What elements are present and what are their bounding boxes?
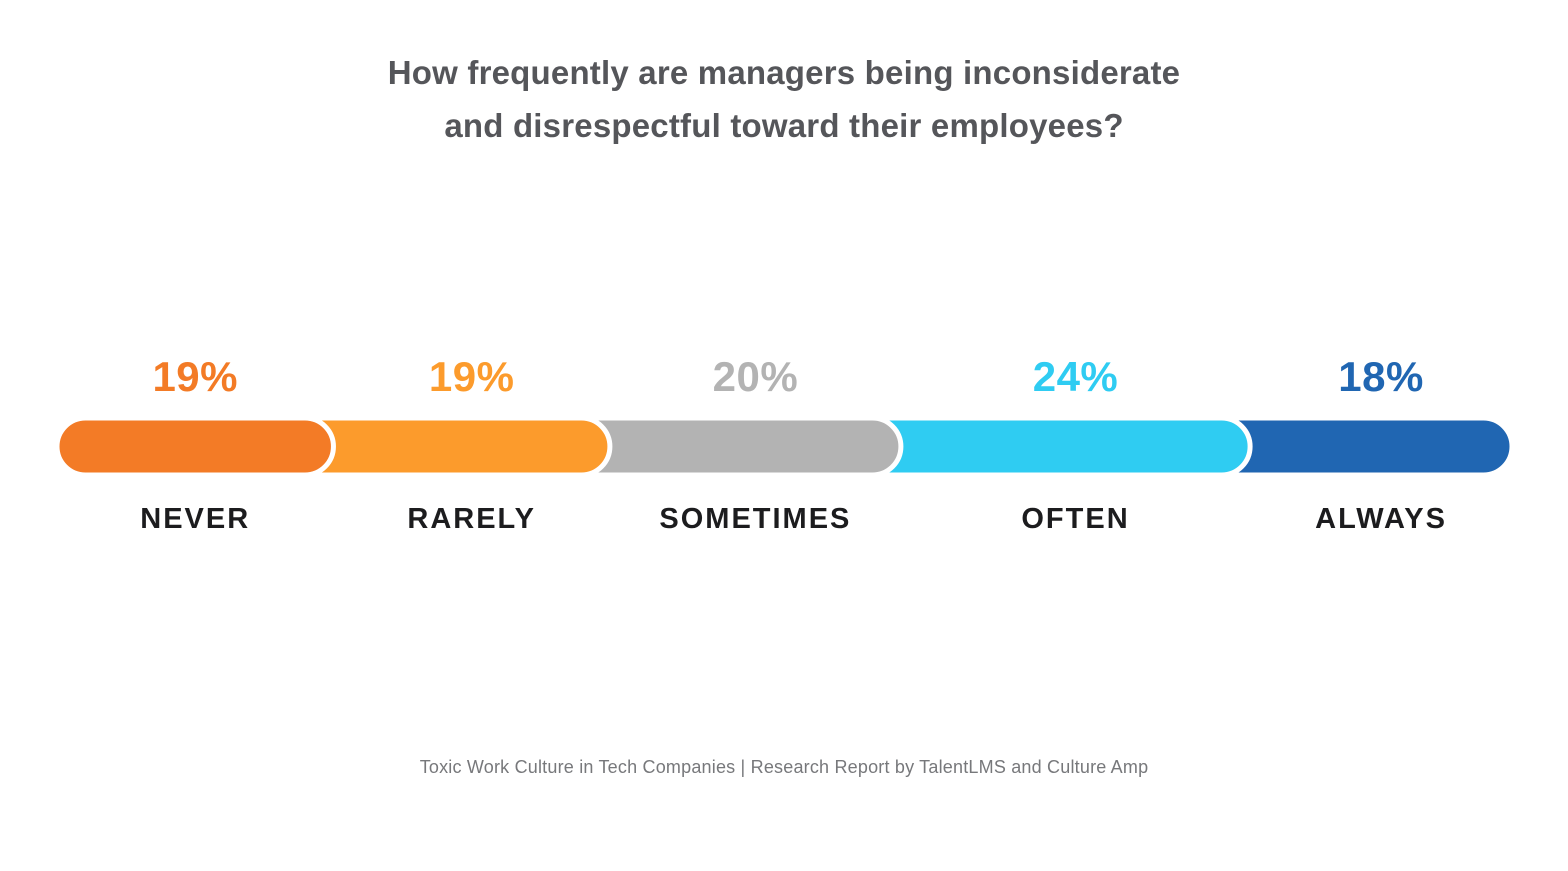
percent-label-sometimes: 20% [712, 353, 799, 400]
category-labels-row: NEVER RARELY SOMETIMES OFTEN ALWAYS [57, 502, 1512, 536]
category-label-rarely: RARELY [407, 503, 536, 535]
category-label-always: ALWAYS [1315, 503, 1447, 535]
chart-title: How frequently are managers being incons… [387, 54, 1181, 145]
percent-label-always: 18% [1338, 353, 1424, 400]
bar-segment-often [841, 415, 1253, 478]
percent-label-never: 19% [152, 353, 238, 400]
category-label-never: NEVER [140, 503, 251, 535]
percent-label-rarely: 19% [428, 353, 515, 400]
bar-segment-never [54, 415, 336, 478]
source-caption: Toxic Work Culture in Tech Companies | R… [419, 757, 1149, 777]
segmented-bar-chart: 19% 19% 20% 24% 18% NEVER RARELY SOMETIMES OFTE… [54, 352, 1515, 536]
bar [54, 415, 1515, 478]
percent-label-often: 24% [1032, 353, 1119, 400]
category-label-often: OFTEN [1021, 503, 1130, 535]
percent-labels-row: 19% 19% 20% 24% 18% [57, 352, 1512, 402]
bar-svg [54, 415, 1515, 478]
category-label-sometimes: SOMETIMES [659, 503, 852, 535]
